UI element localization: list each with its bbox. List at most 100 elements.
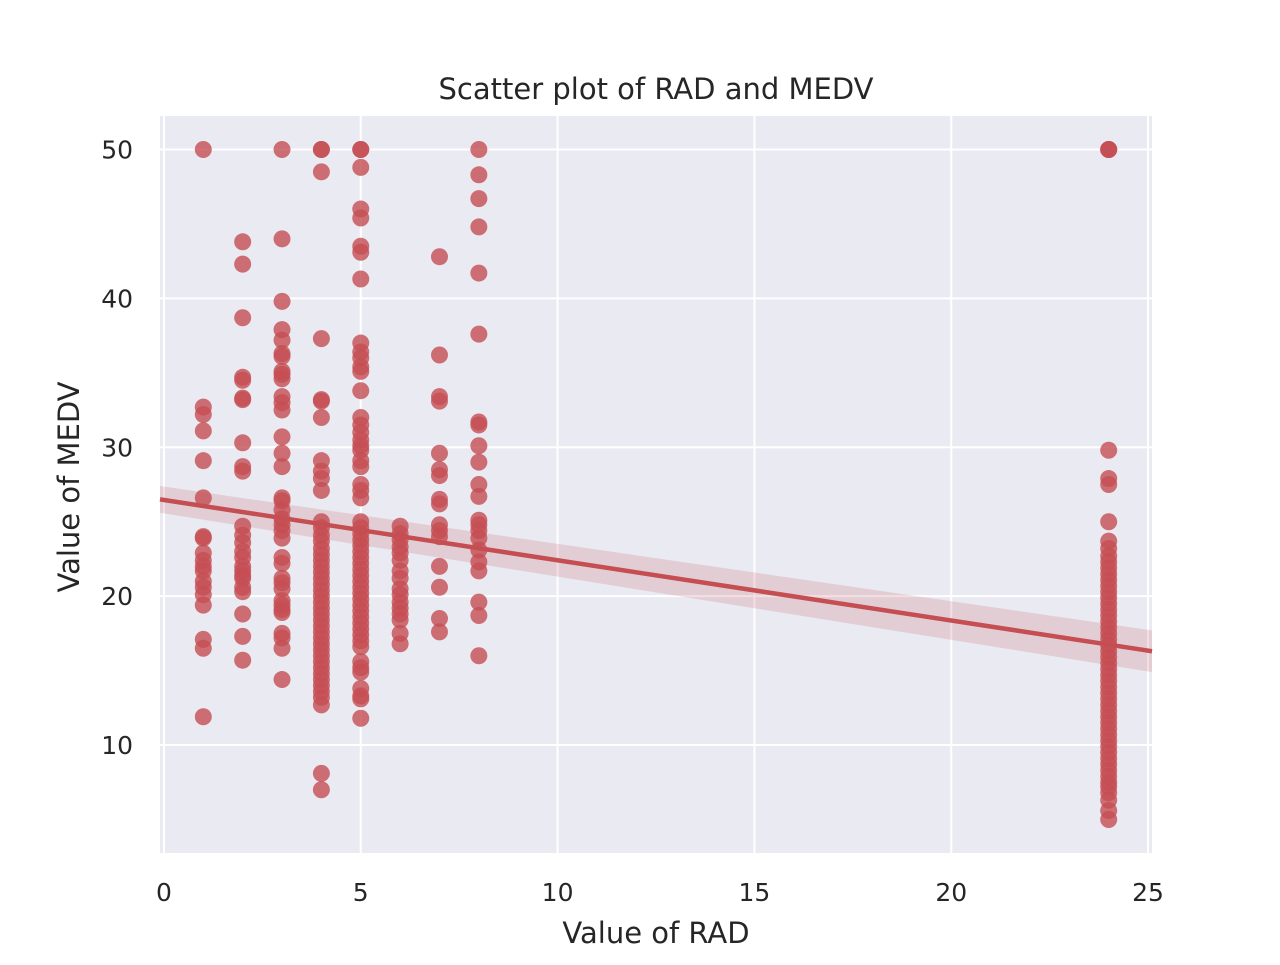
- data-point: [234, 651, 252, 669]
- data-point: [194, 406, 212, 424]
- x-tick-label: 0: [156, 878, 172, 907]
- data-point: [352, 243, 370, 261]
- data-point: [470, 416, 488, 434]
- data-point: [430, 467, 448, 485]
- data-point: [273, 444, 291, 462]
- y-tick-label: 50: [101, 136, 133, 165]
- data-point: [194, 708, 212, 726]
- data-point: [352, 489, 370, 507]
- data-point: [470, 141, 488, 158]
- data-point: [352, 158, 370, 176]
- data-point: [470, 647, 488, 665]
- data-points: [194, 141, 1118, 828]
- data-point: [470, 437, 488, 455]
- data-point: [234, 255, 252, 273]
- x-tick-label: 20: [935, 878, 967, 907]
- data-point: [352, 638, 370, 656]
- x-tick-label: 5: [353, 878, 369, 907]
- data-point: [273, 347, 291, 365]
- data-point: [430, 495, 448, 513]
- data-point: [1100, 441, 1118, 459]
- data-point: [470, 607, 488, 625]
- data-point: [1100, 811, 1118, 828]
- data-point: [352, 690, 370, 708]
- data-point: [352, 709, 370, 727]
- data-point: [194, 452, 212, 470]
- y-axis-label: Value of MEDV: [52, 381, 86, 592]
- regression-line-layer: [159, 497, 1153, 654]
- data-point: [273, 580, 291, 598]
- data-point: [352, 141, 370, 158]
- y-tick-label: 20: [101, 582, 133, 611]
- data-point: [1100, 513, 1118, 531]
- y-tick-label: 40: [101, 284, 133, 313]
- data-point: [194, 529, 212, 547]
- data-point: [312, 696, 330, 714]
- data-point: [391, 611, 409, 629]
- plot-area: [160, 116, 1152, 853]
- data-point: [234, 627, 252, 645]
- data-point: [430, 248, 448, 266]
- data-point: [430, 392, 448, 410]
- data-point: [312, 470, 330, 488]
- regression-line: [159, 497, 1153, 654]
- data-point: [312, 141, 330, 158]
- data-point: [273, 331, 291, 349]
- chart-title: Scatter plot of RAD and MEDV: [439, 72, 874, 106]
- data-point: [234, 309, 252, 327]
- data-point: [273, 230, 291, 248]
- x-tick-label: 25: [1132, 878, 1164, 907]
- data-point: [470, 218, 488, 236]
- data-point: [352, 270, 370, 288]
- data-point: [352, 458, 370, 476]
- data-point: [234, 605, 252, 623]
- data-point: [194, 422, 212, 440]
- data-point: [470, 190, 488, 208]
- data-point: [470, 325, 488, 343]
- data-point: [470, 166, 488, 184]
- data-point: [430, 346, 448, 364]
- data-point: [312, 781, 330, 799]
- x-tick-label: 10: [542, 878, 574, 907]
- data-point: [470, 487, 488, 505]
- y-tick-label: 30: [101, 433, 133, 462]
- data-point: [273, 292, 291, 310]
- data-point: [273, 141, 291, 158]
- data-point: [312, 764, 330, 782]
- data-point: [312, 392, 330, 410]
- data-point: [430, 578, 448, 596]
- data-point: [273, 428, 291, 446]
- data-point: [470, 562, 488, 580]
- data-point: [1100, 141, 1118, 158]
- y-tick-label: 10: [101, 731, 133, 760]
- data-point: [430, 444, 448, 462]
- data-point: [273, 604, 291, 622]
- data-point: [1100, 476, 1118, 493]
- data-point: [470, 476, 488, 493]
- data-point: [273, 458, 291, 476]
- data-point: [194, 141, 212, 158]
- data-point: [312, 409, 330, 426]
- data-point: [234, 233, 252, 251]
- data-point: [194, 596, 212, 614]
- data-point: [391, 635, 409, 653]
- data-point: [273, 529, 291, 547]
- data-point: [312, 330, 330, 348]
- data-point: [194, 489, 212, 507]
- data-point: [352, 362, 370, 380]
- data-point: [312, 481, 330, 499]
- data-point: [273, 401, 291, 419]
- data-point: [234, 371, 252, 389]
- data-point: [273, 554, 291, 572]
- data-point: [234, 583, 252, 601]
- data-point: [352, 382, 370, 400]
- x-tick-label: 15: [739, 878, 771, 907]
- data-point: [273, 370, 291, 388]
- x-tick-labels: 0 5 10 15 20 25: [156, 878, 1164, 907]
- data-point: [312, 163, 330, 181]
- data-point: [470, 529, 488, 547]
- data-point: [352, 663, 370, 681]
- x-axis-label: Value of RAD: [562, 916, 749, 950]
